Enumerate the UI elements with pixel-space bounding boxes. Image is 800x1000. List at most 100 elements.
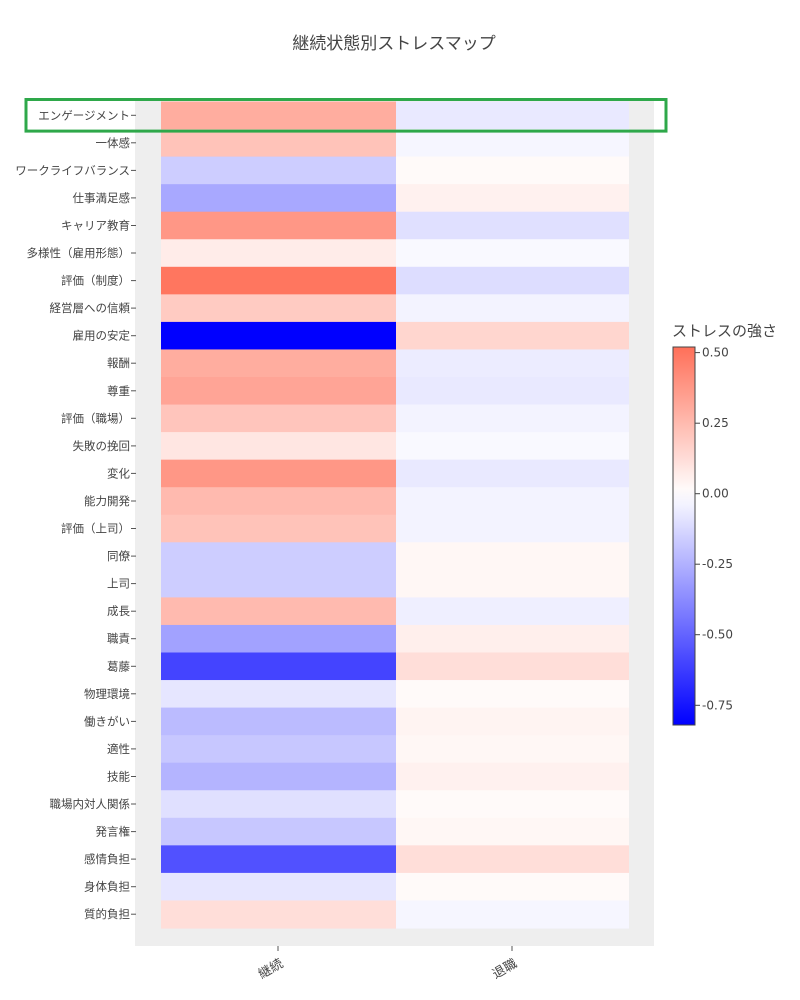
y-tick-label: ワークライフバランス [15, 163, 130, 177]
heatmap-cell [161, 129, 396, 158]
y-tick-label: 成長 [107, 604, 130, 618]
heatmap-cell [396, 156, 629, 185]
y-tick-label: 発言権 [96, 825, 131, 839]
heatmap-cell [396, 184, 629, 213]
heatmap-cell [161, 845, 396, 874]
x-tick-label: 退職 [490, 956, 520, 982]
heatmap-cell [396, 514, 629, 543]
colorbar-ticks: 0.50 0.25 0.00 -0.25 -0.50 -0.75 [695, 346, 733, 712]
y-tick-label: 職責 [107, 632, 130, 646]
heatmap-cell [161, 900, 396, 929]
heatmap-cells [161, 101, 629, 929]
colorbar [672, 346, 696, 726]
heatmap-cell [396, 762, 629, 791]
heatmap-cell [161, 762, 396, 791]
heatmap-cell [396, 845, 629, 874]
y-axis-labels: エンゲージメント一体感ワークライフバランス仕事満足感キャリア教育多様性（雇用形態… [15, 108, 136, 921]
y-tick-label: 評価（職場） [61, 411, 130, 425]
y-tick-label: 適性 [107, 742, 130, 756]
y-tick-label: 経営層への信頼 [50, 301, 131, 315]
heatmap-cell [396, 652, 629, 681]
heatmap-cell [396, 569, 629, 598]
heatmap-cell [161, 597, 396, 626]
heatmap-cell [396, 900, 629, 929]
chart-title: 継続状態別ストレスマップ [292, 34, 496, 54]
heatmap-cell [161, 211, 396, 240]
heatmap-cell [396, 735, 629, 764]
heatmap-cell [396, 377, 629, 406]
heatmap-cell [396, 321, 629, 351]
heatmap-cell [161, 184, 396, 213]
colorbar-tick-label: -0.50 [702, 628, 733, 642]
heatmap-cell [161, 680, 396, 709]
y-tick-label: 尊重 [107, 384, 130, 398]
heatmap-cell [161, 349, 396, 378]
x-tick-label: 継続 [256, 956, 286, 982]
heatmap-cell [161, 735, 396, 764]
y-tick-label: 雇用の安定 [73, 329, 131, 343]
y-tick-label: 葛藤 [107, 659, 130, 673]
heatmap-cell [396, 129, 629, 158]
y-tick-label: 変化 [107, 466, 130, 480]
heatmap-cell [396, 101, 629, 130]
colorbar-tick-label: 0.50 [702, 346, 729, 360]
y-tick-label: 報酬 [107, 356, 130, 370]
y-tick-label: 多様性（雇用形態） [27, 246, 131, 260]
y-tick-label: 物理環境 [84, 687, 130, 701]
y-tick-label: 上司 [107, 577, 130, 591]
heatmap-cell [396, 239, 629, 268]
highlight-box [24, 98, 668, 133]
y-tick-label: 身体負担 [84, 880, 130, 894]
y-tick-label: 同僚 [107, 549, 130, 563]
heatmap-cell [161, 321, 396, 351]
heatmap-cell [396, 707, 629, 736]
heatmap-cell [396, 680, 629, 709]
y-tick-label: 働きがい [84, 714, 130, 728]
heatmap-cell [161, 101, 396, 130]
heatmap-cell [161, 432, 396, 461]
heatmap-cell [396, 624, 629, 654]
heatmap-cell [161, 707, 396, 736]
y-tick-label: 技能 [107, 770, 130, 784]
y-tick-label: 職場内対人関係 [50, 797, 131, 811]
heatmap-cell [161, 459, 396, 488]
colorbar-tick-label: -0.75 [702, 698, 733, 712]
colorbar-tick-label: 0.00 [702, 487, 729, 501]
y-tick-label: 能力開発 [84, 494, 130, 508]
heatmap-cell [161, 817, 396, 846]
heatmap-cell [161, 156, 396, 185]
y-tick-label: キャリア教育 [61, 219, 130, 233]
y-tick-label: 一体感 [96, 136, 131, 150]
heatmap-cell [161, 514, 396, 543]
heatmap-cell [161, 569, 396, 598]
y-tick-label: 失敗の挽回 [73, 439, 131, 453]
y-tick-label: エンゲージメント [38, 108, 130, 122]
heatmap-cell [396, 790, 629, 819]
heatmap-cell [396, 294, 629, 323]
heatmap-cell [396, 432, 629, 461]
y-tick-label: 評価（制度） [61, 274, 130, 288]
heatmap-cell [396, 266, 629, 295]
heatmap-cell [161, 652, 396, 681]
heatmap-cell [161, 404, 396, 433]
x-axis-labels: 継続 退職 [256, 946, 520, 982]
heatmap-cell [396, 597, 629, 626]
heatmap-cell [396, 872, 629, 902]
heatmap-cell [396, 542, 629, 571]
heatmap-cell [161, 624, 396, 654]
colorbar-tick-label: 0.25 [702, 416, 729, 430]
colorbar-title: ストレスの強さ [672, 322, 777, 340]
heatmap-cell [161, 790, 396, 819]
heatmap-cell [161, 377, 396, 406]
heatmap-cell [396, 459, 629, 488]
heatmap-cell [396, 211, 629, 240]
heatmap-cell [161, 239, 396, 268]
y-tick-label: 仕事満足感 [73, 191, 131, 205]
heatmap-cell [161, 266, 396, 295]
heatmap-cell [396, 817, 629, 846]
heatmap-cell [396, 404, 629, 433]
y-tick-label: 評価（上司） [61, 522, 130, 536]
heatmap-cell [161, 542, 396, 571]
heatmap-cell [161, 294, 396, 323]
